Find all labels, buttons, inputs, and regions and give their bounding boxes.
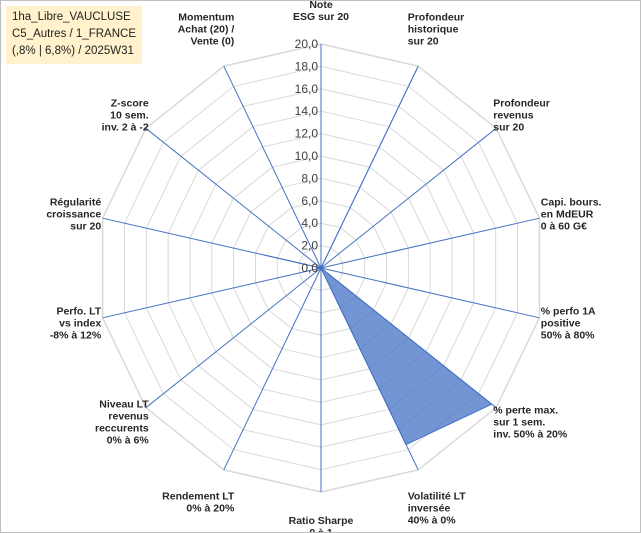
axis-label-9: Niveau LT revenus reccurents 0% à 6% bbox=[95, 398, 149, 446]
axis-label-1: Profondeur historique sur 20 bbox=[408, 11, 465, 47]
title-line-1: 1ha_Libre_VAUCLUSE bbox=[12, 11, 131, 23]
title-line-2: C5_Autres / 1_FRANCE bbox=[12, 28, 136, 40]
axis-label-7: Ratio Sharpe0 à 1 bbox=[289, 515, 354, 532]
axis-label-2: Profondeur revenus sur 20 bbox=[493, 98, 550, 134]
axis-spoke-8 bbox=[223, 267, 322, 471]
axis-spoke-9 bbox=[145, 267, 322, 409]
tick-label-2: 4,0 bbox=[301, 216, 318, 230]
tick-label-10: 20,0 bbox=[295, 37, 319, 51]
chart-title-box: 1ha_Libre_VAUCLUSE C5_Autres / 1_FRANCE … bbox=[6, 6, 142, 64]
axis-spoke-13 bbox=[223, 65, 322, 269]
tick-label-4: 8,0 bbox=[301, 171, 318, 185]
tick-label-9: 18,0 bbox=[295, 59, 319, 73]
axis-spoke-2 bbox=[320, 127, 497, 269]
axis-label-6: Volatilité LT inversée 40% à 0% bbox=[408, 491, 467, 527]
tick-label-6: 12,0 bbox=[295, 127, 319, 141]
tick-label-8: 16,0 bbox=[295, 82, 319, 96]
title-line-3: (,8% | 6,8%) / 2025W31 bbox=[12, 45, 134, 57]
axis-label-5: % perte max. sur 1 sem. inv. 50% à 20% bbox=[493, 404, 568, 440]
axis-label-0: Note ESG sur 20 bbox=[293, 1, 349, 23]
axis-label-8: Rendement LT 0% à 20% bbox=[162, 491, 235, 515]
axis-label-10: Perfo. LT vs index -8% à 12% bbox=[50, 306, 102, 342]
axis-label-11: Régularité croissance sur 20 bbox=[46, 196, 101, 232]
tick-label-1: 2,0 bbox=[301, 239, 318, 253]
series-polygon bbox=[264, 65, 493, 446]
axis-label-12: Z-score 10 sem. inv. 2 à -2 bbox=[102, 98, 149, 134]
axis-spoke-3 bbox=[320, 217, 540, 269]
axis-spoke-12 bbox=[145, 127, 322, 269]
tick-label-7: 14,0 bbox=[295, 104, 319, 118]
axis-label-4: % perfo 1A positive 50% à 80% bbox=[541, 306, 596, 342]
tick-label-5: 10,0 bbox=[295, 149, 319, 163]
axis-spoke-4 bbox=[320, 267, 540, 319]
axis-spoke-10 bbox=[102, 267, 322, 319]
tick-label-3: 6,0 bbox=[301, 194, 318, 208]
axis-label-13: Momentum Achat (20) / Vente (0) bbox=[178, 11, 235, 47]
tick-label-0: 0,0 bbox=[301, 261, 318, 275]
axis-label-3: Capi. bours. en MdEUR 0 à 60 G€ bbox=[541, 196, 602, 232]
